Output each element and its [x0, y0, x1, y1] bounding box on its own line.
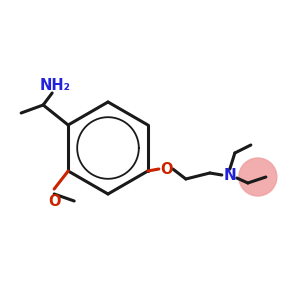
Text: NH₂: NH₂: [40, 77, 71, 92]
Text: N: N: [224, 167, 236, 182]
Text: O: O: [48, 194, 60, 209]
Text: O: O: [160, 161, 173, 176]
Circle shape: [239, 158, 277, 196]
